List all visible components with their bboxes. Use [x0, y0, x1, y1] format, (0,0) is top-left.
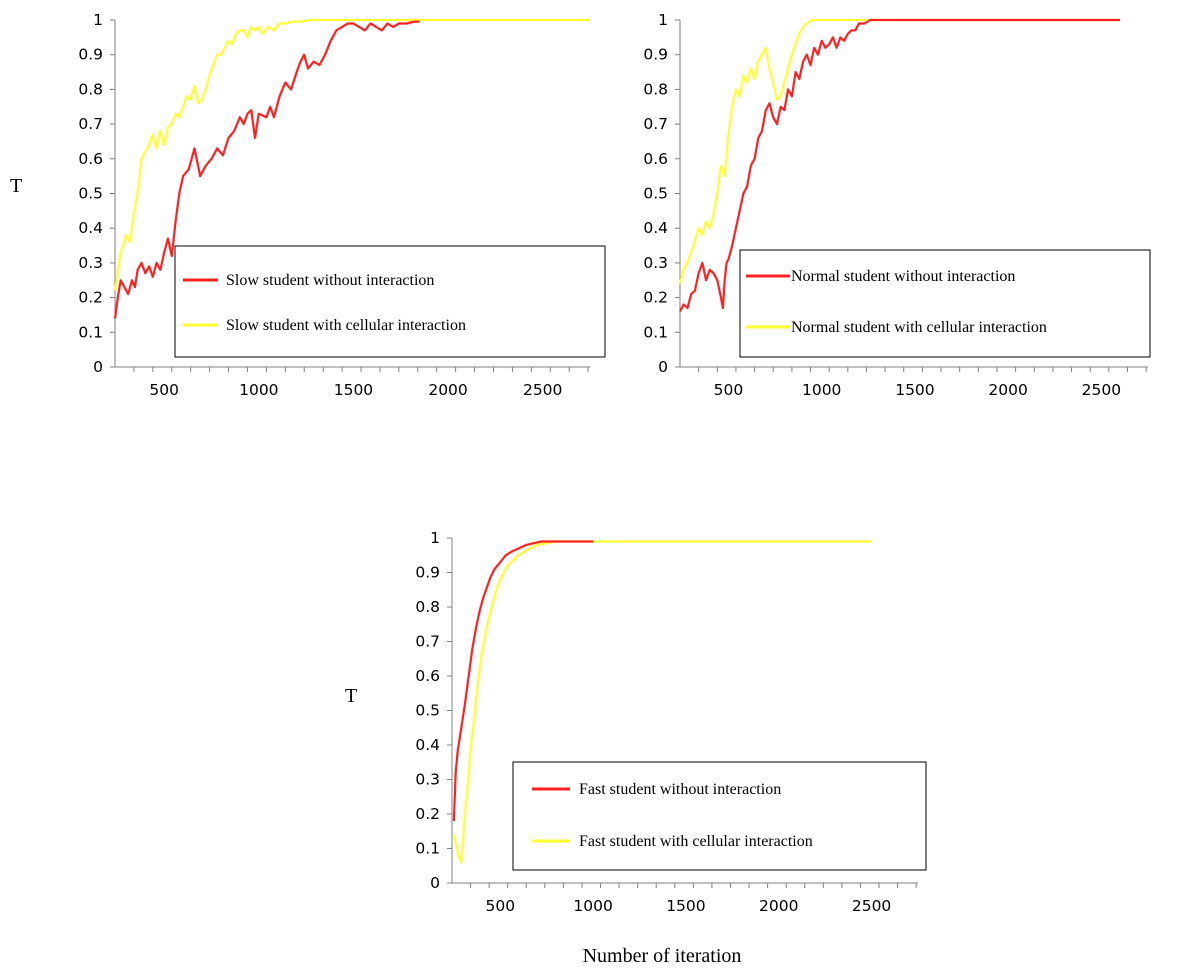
y-tick-label: 0.1: [643, 323, 668, 341]
y-tick-label: 0.1: [415, 840, 440, 858]
legend-label-series-1: Slow student without interaction: [226, 272, 434, 289]
legend-label-series-1: Fast student without interaction: [579, 781, 781, 798]
y-tick-label: 1: [658, 11, 668, 29]
x-tick-label: 500: [714, 381, 744, 399]
x-tick-label: 2000: [759, 897, 798, 915]
x-tick-label: 1000: [802, 381, 841, 399]
legend: Slow student without interaction Slow st…: [174, 245, 606, 358]
y-axis-title: T: [345, 685, 357, 707]
x-tick-label: 1000: [239, 381, 278, 399]
x-tick-label: 2000: [428, 381, 467, 399]
x-tick-label: 2500: [523, 381, 562, 399]
y-tick-label: 0.4: [643, 219, 668, 237]
legend-label-series-2: Fast student with cellular interaction: [579, 833, 813, 850]
y-tick-label: 0.2: [78, 289, 103, 307]
y-tick-label: 0.9: [415, 564, 440, 582]
legend: Fast student without interaction Fast st…: [512, 761, 927, 871]
series-line-1: [452, 540, 594, 821]
x-tick-label: 1000: [573, 897, 612, 915]
series-line-1: [113, 20, 420, 319]
y-tick-label: 0: [93, 358, 103, 376]
legend-box: [174, 245, 606, 358]
y-tick-label: 0.7: [643, 115, 668, 133]
y-tick-label: 0: [430, 874, 440, 892]
x-tick-label: 500: [485, 897, 515, 915]
x-tick-label: 500: [149, 381, 179, 399]
x-tick-label: 2500: [1082, 381, 1121, 399]
y-tick-label: 0.5: [643, 185, 668, 203]
y-tick-label: 0.4: [415, 736, 440, 754]
y-tick-label: 0.3: [415, 771, 440, 789]
y-tick-label: 0.6: [78, 150, 103, 168]
y-tick-label: 0.6: [415, 667, 440, 685]
x-tick-label: 2500: [852, 897, 891, 915]
y-tick-label: 0.9: [643, 46, 668, 64]
series-line-2: [113, 18, 590, 291]
x-tick-label: 2000: [988, 381, 1027, 399]
legend-box: [512, 761, 927, 871]
legend-box: [739, 249, 1151, 358]
y-tick-label: 0.5: [415, 702, 440, 720]
y-tick-label: 0.3: [643, 254, 668, 272]
series-line-1: [679, 18, 1120, 313]
x-axis-title: Number of iteration: [583, 945, 742, 967]
y-tick-label: 0.2: [643, 289, 668, 307]
y-tick-label: 0.5: [78, 185, 103, 203]
legend-label-series-2: Normal student with cellular interaction: [791, 319, 1047, 336]
y-axis-title: T: [10, 175, 22, 197]
y-tick-label: 0.7: [78, 115, 103, 133]
y-tick-label: 0.2: [415, 805, 440, 823]
y-tick-label: 0.1: [78, 323, 103, 341]
y-tick-label: 1: [430, 529, 440, 547]
x-tick-label: 1500: [666, 897, 705, 915]
legend-label-series-2: Slow student with cellular interaction: [226, 317, 466, 334]
series-line-2: [678, 18, 1120, 284]
y-tick-label: 0.9: [78, 46, 103, 64]
y-tick-label: 0.4: [78, 219, 103, 237]
y-tick-label: 0.8: [78, 80, 103, 98]
x-tick-label: 1500: [334, 381, 373, 399]
legend: Normal student without interaction Norma…: [739, 249, 1151, 358]
y-tick-label: 0.6: [643, 150, 668, 168]
y-tick-label: 0.3: [78, 254, 103, 272]
y-tick-label: 0: [658, 358, 668, 376]
y-tick-label: 1: [93, 11, 103, 29]
y-tick-label: 0.8: [415, 598, 440, 616]
y-tick-label: 0.8: [643, 80, 668, 98]
y-tick-label: 0.7: [415, 633, 440, 651]
x-tick-label: 1500: [895, 381, 934, 399]
legend-label-series-1: Normal student without interaction: [791, 268, 1015, 285]
